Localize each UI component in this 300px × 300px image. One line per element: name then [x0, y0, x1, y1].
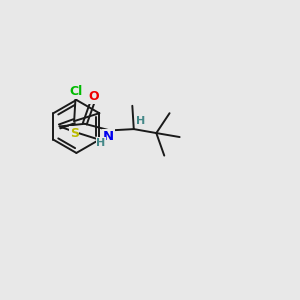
Text: H: H — [97, 138, 106, 148]
Text: O: O — [89, 90, 100, 104]
Text: N: N — [103, 130, 114, 143]
Text: H: H — [136, 116, 145, 126]
Text: S: S — [70, 127, 79, 140]
Text: Cl: Cl — [69, 85, 82, 98]
